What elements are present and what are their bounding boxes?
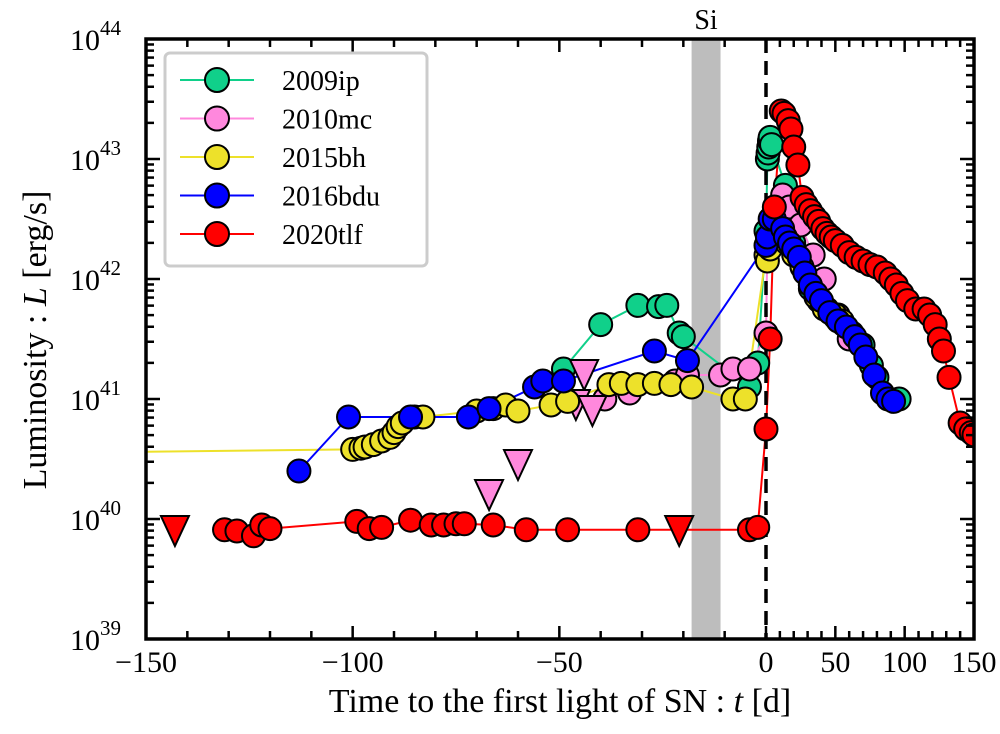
legend-frame [163, 51, 429, 268]
data-point-2009ip [654, 292, 680, 318]
legend-item-2009ip: 2009ip [180, 66, 360, 97]
data-point-2020tlf [451, 511, 477, 537]
data-point-2016bdu [550, 368, 576, 394]
x-tick-label: −150 [115, 646, 177, 679]
data-point-2009ip [670, 324, 696, 350]
data-point-2016bdu [336, 404, 362, 430]
legend-marker-2009ip [204, 67, 230, 93]
x-tick-label: 50 [820, 646, 850, 679]
y-tick-label-base: 10 [70, 24, 100, 57]
data-point-2020tlf [936, 364, 962, 390]
legend-label-2009ip: 2009ip [282, 66, 360, 97]
si-band-label: Si [694, 5, 718, 36]
y-tick-label-base: 10 [70, 384, 100, 417]
data-point-2020tlf [761, 194, 787, 220]
y-axis-title-var: L [17, 287, 54, 307]
data-point-2020tlf [625, 517, 651, 543]
legend-label-2020tlf: 2020tlf [282, 220, 364, 251]
data-point-2020tlf [257, 516, 283, 542]
x-tick-label: −50 [536, 646, 583, 679]
y-tick-label: 1039 [70, 616, 121, 657]
y-axis-title-unit: [erg/s] [17, 191, 54, 288]
data-point-2016bdu [398, 404, 424, 430]
y-tick-label-exponent: 39 [100, 616, 121, 640]
y-tick-label: 1044 [70, 16, 122, 57]
axis-tick-labels: −150 −100 −50 0 50 100 15010391040104110421043… [70, 16, 997, 679]
x-axis-title-var: t [734, 683, 745, 720]
data-point-2016bdu [674, 348, 700, 374]
data-point-2020tlf [745, 514, 771, 540]
data-point-2016bdu [530, 368, 556, 394]
data-point-2016bdu [286, 458, 312, 484]
x-tick-label: 150 [952, 646, 997, 679]
upper-limit-2010mc [568, 359, 600, 393]
y-tick-label: 1041 [70, 376, 121, 417]
data-point-2020tlf [398, 507, 424, 533]
data-point-2016bdu [641, 338, 667, 364]
data-point-2015bh [732, 386, 758, 412]
y-axis-title-text: Luminosity : [17, 306, 54, 489]
y-tick-label-exponent: 43 [100, 136, 121, 160]
data-point-2009ip [588, 312, 614, 338]
legend-marker-2016bdu [204, 182, 230, 209]
data-point-2015bh [505, 398, 531, 424]
data-point-2009ip [625, 292, 651, 318]
y-tick-label-base: 10 [70, 504, 100, 537]
legend-item-2016bdu: 2016bdu [180, 182, 380, 213]
x-axis-title: Time to the first light of SN : t [d] [329, 683, 792, 720]
data-point-2015bh [679, 374, 705, 400]
legend-marker-2010mc [204, 105, 230, 132]
legend-item-2010mc: 2010mc [180, 105, 372, 136]
y-tick-label: 1040 [70, 496, 121, 537]
data-point-2015bh [555, 388, 581, 414]
y-tick-label: 1043 [70, 136, 121, 177]
y-tick-label-base: 10 [70, 144, 100, 177]
legend-marker-2015bh [204, 144, 230, 170]
y-tick-label-exponent: 41 [100, 376, 121, 400]
y-tick-label-base: 10 [70, 264, 100, 297]
data-point-2020tlf [757, 326, 783, 352]
legend-item-2015bh: 2015bh [180, 143, 366, 174]
si-band-layer [691, 39, 721, 639]
y-tick-label-base: 10 [70, 624, 100, 657]
data-point-2009ip [759, 132, 785, 158]
data-point-2020tlf [480, 512, 506, 538]
y-tick-label-exponent: 40 [100, 496, 121, 520]
data-point-2016bdu [476, 396, 502, 422]
y-tick-label-exponent: 44 [100, 16, 122, 40]
legend-item-2020tlf: 2020tlf [180, 220, 364, 251]
y-tick-label-exponent: 42 [100, 256, 121, 280]
upper-limit-2010mc [473, 479, 505, 513]
data-point-2020tlf [513, 517, 539, 543]
legend: 2009ip 2010mc 2015bh 2016bdu 2020tlf [163, 51, 429, 268]
data-point-2016bdu [881, 388, 907, 414]
si-shaded-band [691, 39, 721, 639]
axis-ticks [144, 37, 976, 641]
y-axis-title: Luminosity : L [erg/s] [17, 191, 54, 490]
legend-label-2015bh: 2015bh [282, 143, 366, 174]
legend-marker-2020tlf [204, 221, 230, 247]
data-point-2020tlf [785, 152, 811, 178]
data-point-2010mc [736, 356, 762, 382]
legend-label-2016bdu: 2016bdu [282, 182, 380, 213]
data-point-2020tlf [753, 416, 779, 442]
upper-limit-2020tlf [159, 515, 191, 549]
data-point-2020tlf [555, 517, 581, 543]
y-tick-label: 1042 [70, 256, 121, 297]
x-tick-label: 0 [759, 646, 774, 679]
upper-limit-2010mc [576, 395, 608, 429]
upper-limit-2010mc [502, 449, 534, 483]
data-point-2015bh [658, 372, 684, 398]
x-tick-label: 100 [882, 646, 927, 679]
upper-limit-2020tlf [663, 515, 695, 549]
x-axis-title-text: Time to the first light of SN : [329, 683, 734, 720]
data-point-2020tlf [930, 338, 956, 364]
legend-label-2010mc: 2010mc [282, 105, 372, 136]
x-axis-title-unit: [d] [743, 683, 791, 720]
data-point-2016bdu [455, 404, 481, 430]
data-point-2020tlf [369, 514, 395, 540]
series-markers-layer [159, 98, 974, 549]
x-tick-label: −100 [322, 646, 384, 679]
